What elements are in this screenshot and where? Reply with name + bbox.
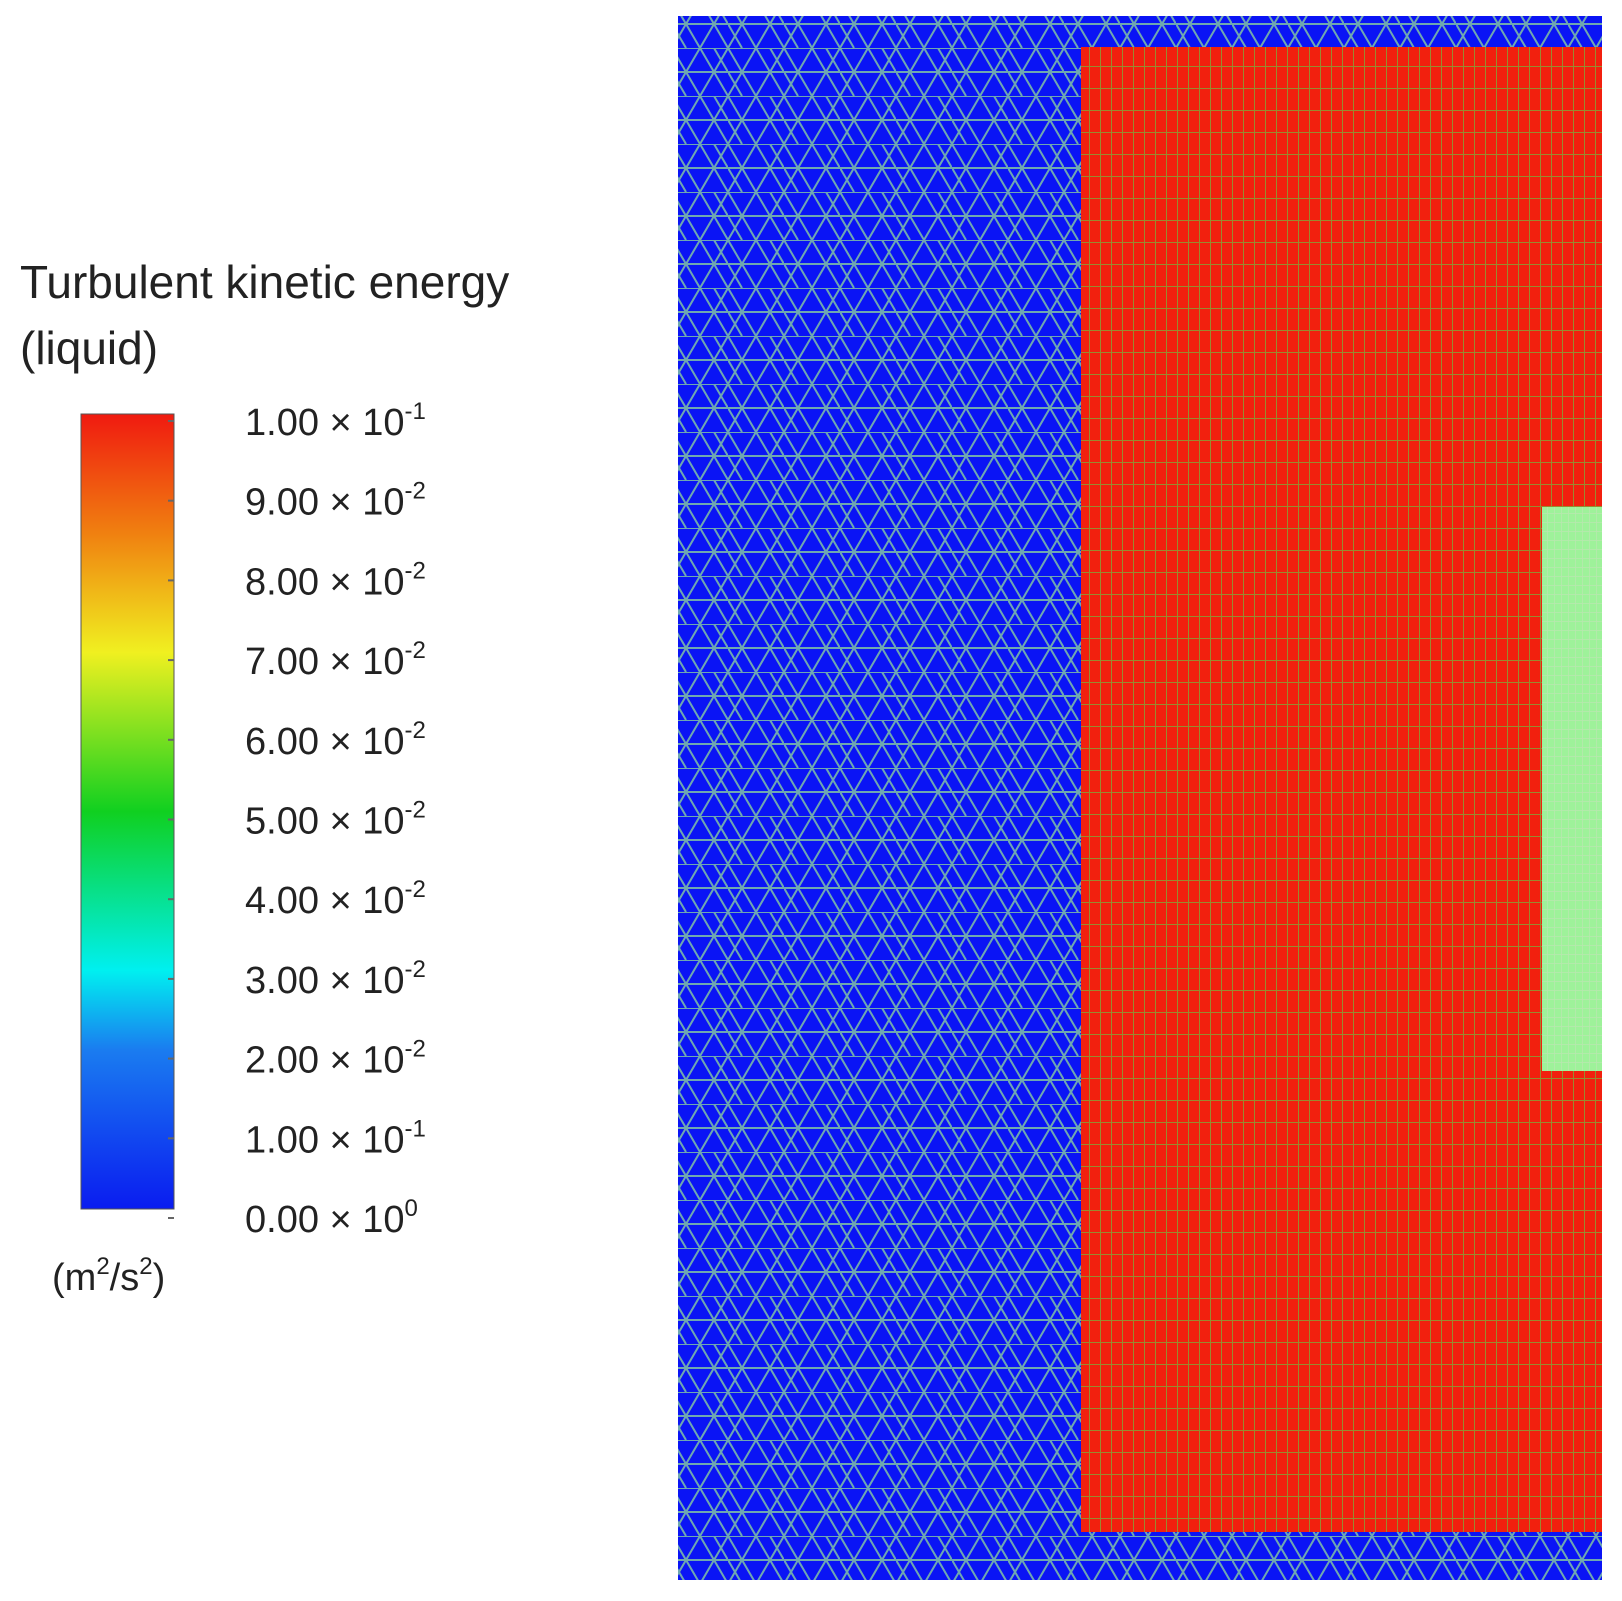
- label-exponent: -2: [405, 637, 426, 664]
- label-base: 5.00 × 10: [245, 801, 405, 843]
- colorbar-label: 3.00 × 10-2: [245, 956, 426, 1002]
- legend-title: Turbulent kinetic energy: [20, 256, 509, 308]
- unit-part: 2: [96, 1253, 109, 1280]
- colorbar-label: 6.00 × 10-2: [245, 717, 426, 763]
- label-exponent: -2: [405, 797, 426, 824]
- label-base: 1.00 × 10: [245, 402, 405, 444]
- colorbar-labels: 1.00 × 10-19.00 × 10-28.00 × 10-27.00 × …: [168, 398, 426, 1241]
- colorbar-label: 1.00 × 10-1: [245, 398, 426, 444]
- label-base: 7.00 × 10: [245, 641, 405, 683]
- label-exponent: -2: [405, 956, 426, 983]
- label-exponent: -2: [405, 717, 426, 744]
- label-exponent: -2: [405, 876, 426, 903]
- label-exponent: -2: [405, 557, 426, 584]
- mesh: [1081, 47, 1602, 1532]
- mesh: [1542, 507, 1602, 1071]
- label-exponent: 0: [405, 1195, 418, 1222]
- colorbar-label: 9.00 × 10-2: [245, 478, 426, 524]
- colorbar-label: 8.00 × 10-2: [245, 557, 426, 603]
- label-exponent: -2: [405, 478, 426, 505]
- label-base: 2.00 × 10: [245, 1040, 405, 1082]
- label-base: 0.00 × 10: [245, 1199, 405, 1241]
- colorbar-label: 5.00 × 10-2: [245, 797, 426, 843]
- unit-label: (m2/s2): [52, 1253, 165, 1299]
- legend-title: (liquid): [20, 322, 158, 374]
- label-exponent: -2: [405, 1036, 426, 1063]
- label-exponent: -1: [405, 1115, 426, 1142]
- colorbar: [80, 413, 175, 1210]
- unit-part: 2: [139, 1253, 152, 1280]
- colorbar-label: 2.00 × 10-2: [245, 1036, 426, 1082]
- label-base: 8.00 × 10: [245, 561, 405, 603]
- colorbar-label: 1.00 × 10-1: [245, 1115, 426, 1161]
- colorbar-label: 7.00 × 10-2: [245, 637, 426, 683]
- label-base: 4.00 × 10: [245, 880, 405, 922]
- colorbar-label: 4.00 × 10-2: [245, 876, 426, 922]
- label-base: 9.00 × 10: [245, 482, 405, 524]
- label-base: 1.00 × 10: [245, 1119, 405, 1161]
- unit-part: ): [153, 1257, 166, 1299]
- label-base: 3.00 × 10: [245, 960, 405, 1002]
- colorbar-label: 0.00 × 100: [245, 1195, 418, 1241]
- unit-part: (m: [52, 1257, 96, 1299]
- label-base: 6.00 × 10: [245, 721, 405, 763]
- unit-part: /s: [110, 1257, 140, 1299]
- contour-plot: [678, 16, 1602, 1580]
- label-exponent: -1: [405, 398, 426, 425]
